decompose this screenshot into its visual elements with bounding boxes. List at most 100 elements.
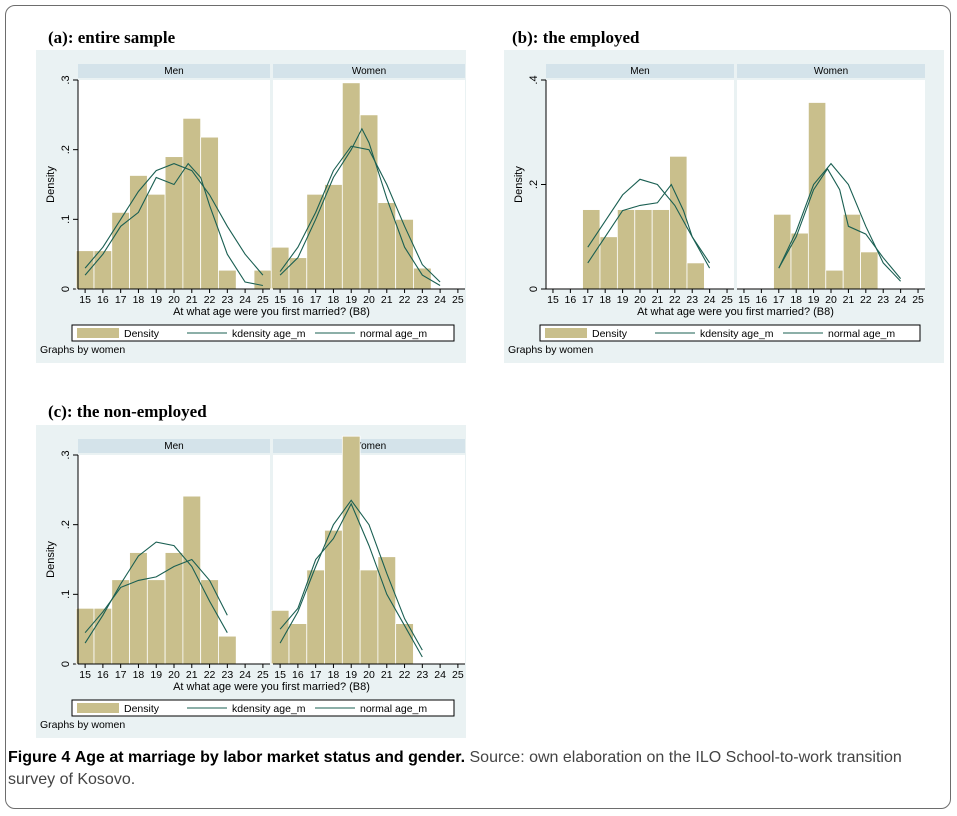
density-bar bbox=[825, 269, 844, 290]
x-tick-label: 16 bbox=[292, 294, 304, 306]
x-tick-label: 20 bbox=[363, 294, 375, 306]
normal-curve bbox=[279, 499, 423, 651]
x-tick-label: 15 bbox=[79, 669, 91, 681]
density-bar bbox=[146, 193, 166, 290]
kdensity-curve bbox=[279, 502, 423, 658]
normal-curve bbox=[778, 162, 901, 282]
facet-strip bbox=[78, 64, 270, 78]
x-tick-label: 18 bbox=[133, 669, 145, 681]
legend-swatch-density bbox=[77, 328, 119, 338]
normal-curve bbox=[84, 163, 264, 276]
density-bar bbox=[860, 251, 879, 290]
chart-a: Density 0 .1 .2 .3 Men 15 16 17 18 19 20 21 22 23 24 25 W… bbox=[40, 64, 465, 356]
legend-label-kdensity: kdensity age_m bbox=[700, 328, 774, 340]
x-tick-label: 21 bbox=[381, 669, 393, 681]
x-tick-label: 23 bbox=[877, 294, 889, 306]
density-bar bbox=[129, 175, 148, 290]
density-bar bbox=[93, 250, 113, 290]
legend-swatch-density bbox=[77, 703, 119, 713]
density-bar bbox=[306, 569, 325, 665]
x-tick-label: 16 bbox=[97, 669, 109, 681]
x-tick-label: 21 bbox=[186, 669, 198, 681]
density-bar bbox=[270, 609, 290, 665]
chart-panel-a: Density 0 .1 .2 .3 Men 15 16 17 18 19 20 21 22 23 24 25 W… bbox=[36, 50, 466, 363]
y-tick-label: 0 bbox=[60, 286, 72, 292]
density-bar bbox=[651, 209, 670, 290]
y-tick-label: 0 bbox=[60, 661, 72, 667]
x-tick-label: 15 bbox=[274, 669, 286, 681]
x-tick-label: 22 bbox=[204, 669, 216, 681]
density-bar bbox=[75, 607, 95, 665]
facet-label: Men bbox=[164, 441, 183, 452]
x-tick-label: 20 bbox=[168, 294, 180, 306]
panel-title-b: (b): the employed bbox=[512, 28, 640, 47]
density-bar bbox=[218, 269, 237, 290]
legend-box bbox=[71, 699, 455, 717]
density-bar bbox=[359, 569, 379, 665]
y-tick-label: .3 bbox=[60, 75, 72, 84]
x-tick-label: 15 bbox=[79, 294, 91, 306]
x-tick-label: 24 bbox=[239, 294, 251, 306]
y-axis-title: Density bbox=[513, 166, 525, 203]
x-tick-label: 17 bbox=[310, 294, 322, 306]
density-bar bbox=[842, 213, 861, 290]
x-tick-label: 24 bbox=[434, 669, 446, 681]
x-tick-label: 16 bbox=[756, 294, 768, 306]
x-tick-label: 19 bbox=[150, 294, 162, 306]
density-bar bbox=[306, 193, 325, 290]
x-tick-label: 15 bbox=[274, 294, 286, 306]
y-tick-label: .1 bbox=[60, 590, 72, 599]
density-bar bbox=[324, 184, 343, 290]
density-bar bbox=[164, 552, 184, 665]
x-tick-label: 15 bbox=[738, 294, 750, 306]
x-tick-label: 25 bbox=[452, 669, 464, 681]
x-tick-label: 18 bbox=[133, 294, 145, 306]
kdensity-curve bbox=[778, 167, 902, 279]
caption-source: Source: own elaboration on the ILO Schoo… bbox=[8, 749, 902, 788]
x-tick-label: 18 bbox=[328, 294, 340, 306]
density-bar bbox=[253, 269, 273, 290]
x-tick-label: 21 bbox=[186, 294, 198, 306]
x-tick-label: 25 bbox=[257, 294, 269, 306]
y-axis-title: Density bbox=[45, 166, 57, 203]
density-bar bbox=[111, 211, 130, 290]
density-bar bbox=[218, 635, 237, 665]
facet-strip bbox=[737, 64, 925, 78]
x-tick-label: 19 bbox=[345, 294, 357, 306]
density-bar bbox=[270, 246, 290, 290]
density-bar bbox=[182, 117, 202, 290]
density-bar bbox=[111, 579, 130, 665]
x-tick-label: 22 bbox=[399, 669, 411, 681]
x-tick-label: 24 bbox=[704, 294, 716, 306]
x-tick-label: 19 bbox=[150, 669, 162, 681]
y-tick-label: .3 bbox=[60, 450, 72, 459]
y-tick-label: .2 bbox=[60, 520, 72, 529]
x-tick-label: 22 bbox=[399, 294, 411, 306]
x-tick-label: 20 bbox=[363, 669, 375, 681]
x-tick-label: 25 bbox=[912, 294, 924, 306]
plot-area bbox=[737, 80, 925, 289]
legend-box bbox=[71, 324, 455, 342]
kdensity-curve bbox=[279, 127, 441, 286]
x-tick-label: 17 bbox=[310, 669, 322, 681]
normal-curve bbox=[84, 541, 228, 644]
x-axis-title: At what age were you first married? (B8) bbox=[173, 306, 370, 318]
x-tick-label: 19 bbox=[808, 294, 820, 306]
kdensity-curve bbox=[587, 183, 711, 269]
legend-box bbox=[539, 324, 921, 342]
x-tick-label: 18 bbox=[790, 294, 802, 306]
x-tick-label: 16 bbox=[565, 294, 577, 306]
x-tick-label: 16 bbox=[292, 669, 304, 681]
figure-caption: Figure 4 Age at marriage by labor market… bbox=[8, 747, 938, 791]
facet-label: Women bbox=[814, 66, 848, 77]
density-bar bbox=[164, 156, 184, 290]
density-bar bbox=[288, 257, 308, 290]
facet-label: Women bbox=[352, 66, 386, 77]
legend-label-normal: normal age_m bbox=[360, 703, 427, 715]
facet-strip bbox=[78, 439, 270, 453]
y-tick-label: .2 bbox=[60, 145, 72, 154]
chart-b: Density 0 .2 .4 Men 15 16 17 18 19 20 21 22 23 24 25 Wom… bbox=[508, 64, 925, 356]
x-axis-title: At what age were you first married? (B8) bbox=[173, 681, 370, 693]
x-tick-label: 25 bbox=[721, 294, 733, 306]
panel-title-a: (a): entire sample bbox=[48, 28, 176, 47]
